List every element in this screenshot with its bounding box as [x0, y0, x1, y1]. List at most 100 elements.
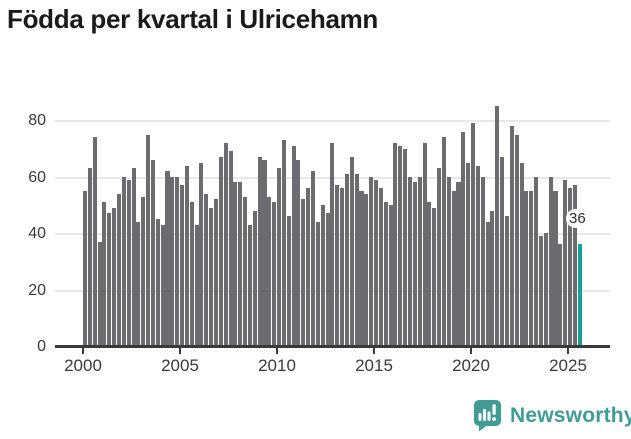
y-axis-label-40: 40 — [28, 225, 46, 242]
newsworthy-icon — [474, 400, 501, 432]
bar-2021-Q2 — [495, 106, 500, 346]
bar-2025-Q3 — [577, 244, 582, 346]
bar-2010-Q3 — [286, 216, 291, 346]
x-axis-label-2000: 2000 — [64, 356, 102, 375]
x-axis-label-2010: 2010 — [258, 356, 296, 375]
bar-2004-Q4 — [175, 176, 180, 346]
bar-2002-Q4 — [136, 221, 141, 346]
bar-2016-Q3 — [403, 148, 408, 346]
bar-2025-Q1 — [568, 188, 573, 346]
bar-2008-Q3 — [247, 224, 252, 346]
bar-2016-Q2 — [398, 145, 403, 346]
bar-2011-Q1 — [296, 159, 301, 346]
bar-2015-Q3 — [383, 202, 388, 346]
bar-2002-Q3 — [131, 168, 136, 346]
bar-2013-Q4 — [349, 157, 354, 346]
bar-2020-Q1 — [471, 123, 476, 346]
bar-2004-Q2 — [165, 171, 170, 346]
bar-2019-Q4 — [466, 162, 471, 346]
bar-2023-Q1 — [529, 190, 534, 346]
bar-2002-Q1 — [121, 176, 126, 346]
bar-2021-Q3 — [500, 157, 505, 346]
bar-2011-Q4 — [310, 171, 316, 346]
bar-2009-Q4 — [272, 202, 277, 346]
bar-2002-Q2 — [126, 179, 131, 346]
bar-2022-Q4 — [524, 190, 529, 346]
bar-2025-Q2 — [572, 185, 577, 346]
y-axis-label-20: 20 — [28, 281, 46, 299]
bar-2004-Q3 — [170, 176, 175, 346]
x-tick-2015 — [373, 348, 375, 354]
bar-2018-Q2 — [437, 168, 442, 346]
bar-2007-Q4 — [233, 182, 238, 346]
bar-2017-Q2 — [417, 176, 422, 346]
x-tick-2025 — [567, 348, 569, 354]
bar-2014-Q4 — [369, 176, 374, 346]
bar-2008-Q4 — [252, 210, 257, 346]
bar-2003-Q4 — [155, 219, 160, 346]
bar-2021-Q4 — [504, 216, 510, 346]
icon-bar-1 — [478, 413, 482, 421]
newsworthy-logo[interactable]: Newsworthy — [472, 399, 631, 432]
latest-value-label: 36 — [566, 209, 589, 228]
x-axis-line — [55, 345, 610, 348]
bar-2022-Q1 — [509, 126, 514, 346]
bar-2024-Q3 — [558, 244, 563, 346]
bar-2022-Q2 — [514, 134, 519, 346]
bar-2012-Q2 — [320, 205, 325, 346]
bar-2000-Q2 — [87, 168, 92, 346]
bar-2009-Q1 — [257, 157, 262, 346]
icon-exclamation-dot — [492, 417, 496, 421]
bar-2007-Q3 — [228, 151, 233, 346]
x-axis-label-2015: 2015 — [355, 356, 393, 375]
bar-2024-Q4 — [563, 179, 568, 346]
bar-2000-Q4 — [97, 241, 102, 346]
bar-2000-Q1 — [83, 190, 88, 346]
bar-2007-Q1 — [218, 157, 223, 346]
gridline-80 — [55, 120, 610, 122]
bar-2003-Q2 — [146, 134, 151, 346]
bar-2023-Q3 — [538, 236, 543, 346]
bar-2019-Q2 — [456, 182, 461, 346]
bar-2013-Q3 — [344, 173, 349, 346]
bar-2016-Q1 — [393, 142, 398, 346]
bar-2005-Q3 — [189, 202, 194, 346]
bar-2006-Q2 — [204, 193, 209, 346]
bar-2009-Q3 — [267, 196, 272, 346]
x-axis-label-2005: 2005 — [161, 356, 199, 375]
x-tick-2000 — [82, 348, 84, 354]
bar-2024-Q1 — [548, 176, 553, 346]
bar-2015-Q1 — [374, 179, 379, 346]
bar-2020-Q4 — [485, 221, 490, 346]
bar-2006-Q1 — [199, 162, 204, 346]
icon-bar-3 — [487, 411, 491, 421]
bar-2018-Q4 — [446, 176, 451, 346]
bar-2020-Q3 — [480, 176, 485, 346]
bar-2020-Q2 — [475, 165, 480, 346]
x-tick-2020 — [470, 348, 472, 354]
bar-2023-Q2 — [534, 176, 539, 346]
bar-2013-Q2 — [340, 188, 345, 346]
bar-2012-Q4 — [330, 142, 335, 346]
icon-exclamation-stroke — [492, 404, 496, 415]
bar-2001-Q2 — [107, 213, 112, 346]
bar-2010-Q1 — [277, 168, 282, 346]
bar-2019-Q3 — [461, 131, 466, 346]
bar-2003-Q3 — [150, 159, 155, 346]
y-axis-label-60: 60 — [28, 168, 46, 186]
x-tick-2010 — [276, 348, 278, 354]
bar-2011-Q2 — [301, 199, 306, 346]
bar-2004-Q1 — [160, 224, 165, 346]
bar-2003-Q1 — [141, 196, 146, 346]
bar-2018-Q1 — [432, 207, 437, 346]
bar-2013-Q1 — [335, 185, 340, 346]
bar-2019-Q1 — [451, 190, 456, 346]
bar-2006-Q4 — [213, 199, 219, 346]
bar-2022-Q3 — [519, 162, 524, 346]
newsworthy-wordmark: Newsworthy — [510, 403, 631, 427]
bar-2023-Q4 — [543, 233, 548, 346]
bar-2001-Q1 — [102, 202, 107, 346]
bar-2012-Q1 — [315, 221, 320, 346]
